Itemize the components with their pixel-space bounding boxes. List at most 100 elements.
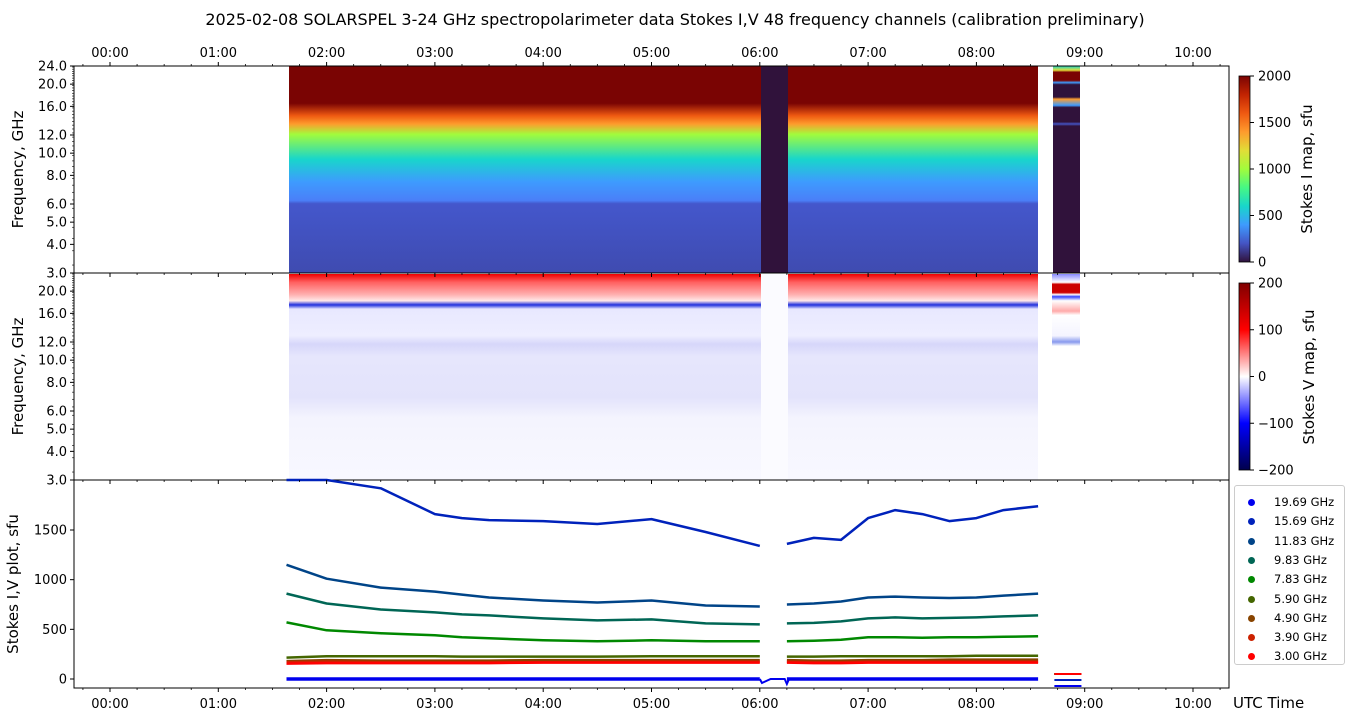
legend-item: 7.83 GHz [1235, 571, 1344, 590]
legend-marker-icon [1248, 595, 1255, 603]
legend-label: 4.90 GHz [1274, 610, 1327, 625]
x-tick-label-bottom: 02:00 [308, 697, 345, 712]
y-axis-label: Frequency, GHz [9, 110, 27, 228]
colorbar-label: Stokes I map, sfu [1298, 104, 1316, 233]
series-line [786, 592, 1039, 606]
y-tick-label: 16.0 [38, 100, 67, 115]
x-axis-label: UTC Time [1233, 694, 1305, 712]
legend-marker-icon [1248, 634, 1255, 642]
legend-item: 3.90 GHz [1235, 629, 1344, 648]
colorbar-tick-label: 1500 [1258, 116, 1291, 131]
x-tick-label-bottom: 04:00 [524, 697, 561, 712]
x-tick-label-bottom: 10:00 [1174, 697, 1211, 712]
legend-item: 3.00 GHz [1235, 648, 1344, 667]
legend-label: 3.90 GHz [1274, 630, 1327, 645]
colorbar-tick-label: 100 [1258, 323, 1283, 338]
colorbar-tick-label: 1000 [1258, 163, 1291, 178]
legend-marker-icon [1248, 614, 1255, 622]
y-tick-label: 6.0 [46, 198, 67, 213]
x-tick-label-top: 00:00 [91, 46, 128, 61]
y-tick-label: 5.0 [46, 423, 67, 438]
colorbar-tick-label: 2000 [1258, 70, 1291, 85]
series-line [286, 563, 760, 608]
legend-label: 9.83 GHz [1274, 552, 1327, 567]
series-line [286, 621, 760, 643]
series-line [786, 654, 1039, 658]
x-tick-label-top: 04:00 [524, 46, 561, 61]
stokes-i-colorbar [1238, 75, 1251, 263]
x-tick-label-bottom: 03:00 [416, 697, 453, 712]
y-axis-label: Frequency, GHz [9, 317, 27, 435]
series-line [786, 504, 1039, 546]
stokes-i-data-1 [289, 66, 761, 273]
series-line [786, 658, 1039, 662]
x-tick-label-top: 01:00 [200, 46, 237, 61]
x-tick-label-bottom: 09:00 [1066, 697, 1103, 712]
x-tick-label-top: 10:00 [1174, 46, 1211, 61]
legend-item: 9.83 GHz [1235, 552, 1344, 571]
y-tick-label: 16.0 [38, 307, 67, 322]
stokes-i-panel [73, 65, 1230, 274]
y-tick-label: 1000 [34, 573, 67, 588]
series-line [286, 661, 760, 665]
colorbar-tick-label: 0 [1258, 370, 1266, 385]
y-tick-label: 8.0 [46, 169, 67, 184]
stokes-v-colorbar [1238, 282, 1251, 471]
stokes-v-panel [73, 272, 1230, 481]
y-tick-label: 3.0 [46, 474, 67, 489]
legend-label: 3.00 GHz [1274, 649, 1327, 664]
y-tick-label: 0 [59, 673, 67, 688]
axes: 00:00 00:00 01:00 01:00 02:00 02:00 03:00 03:00… [4, 46, 1221, 712]
y-tick-label: 5.0 [46, 216, 67, 231]
legend-marker-icon [1248, 653, 1255, 661]
colorbar-tick-label: 500 [1258, 209, 1283, 224]
series-line [286, 478, 761, 548]
colorbar-tick-label: 0 [1258, 256, 1266, 271]
stokes-v-calibration-2 [1052, 274, 1080, 480]
series-line [786, 614, 1039, 625]
series-line [786, 635, 1039, 643]
legend-label: 15.69 GHz [1274, 514, 1335, 529]
y-tick-label: 3.0 [46, 267, 67, 282]
stokes-i-data-2 [788, 66, 1038, 273]
y-tick-label: 12.0 [38, 336, 67, 351]
legend: 19.69 GHz 15.69 GHz 11.83 GHz 9.83 GHz 7.83 … [1234, 485, 1345, 665]
x-tick-label-top: 07:00 [849, 46, 886, 61]
series-line [286, 654, 760, 659]
stokes-i-calibration-2 [1053, 66, 1080, 273]
x-tick-label-top: 06:00 [741, 46, 778, 61]
legend-label: 19.69 GHz [1274, 495, 1335, 509]
colorbar-tick-label: 200 [1258, 277, 1283, 292]
y-tick-label: 8.0 [46, 376, 67, 391]
legend-item: 15.69 GHz [1235, 513, 1344, 532]
y-tick-label: 4.0 [46, 238, 67, 253]
x-tick-label-bottom: 00:00 [91, 697, 128, 712]
colorbar-tick-label: −200 [1258, 464, 1294, 479]
legend-label: 7.83 GHz [1274, 572, 1327, 587]
x-tick-label-bottom: 06:00 [741, 697, 778, 712]
legend-label: 5.90 GHz [1274, 591, 1327, 606]
legend-marker-icon [1248, 556, 1255, 564]
series-line [786, 661, 1039, 665]
legend-marker-icon [1248, 499, 1255, 506]
legend-marker-icon [1248, 518, 1255, 526]
calibration-dip [758, 678, 790, 687]
legend-marker-icon [1248, 537, 1255, 545]
y-tick-label: 10.0 [38, 147, 67, 162]
x-tick-label-top: 03:00 [416, 46, 453, 61]
legend-item: 4.90 GHz [1235, 610, 1344, 629]
colorbar-label: Stokes V map, sfu [1300, 309, 1318, 444]
y-tick-label: 4.0 [46, 445, 67, 460]
x-tick-label-bottom: 01:00 [200, 697, 237, 712]
legend-marker-icon [1248, 576, 1255, 584]
legend-item: 5.90 GHz [1235, 591, 1344, 610]
y-tick-label: 24.0 [38, 60, 67, 75]
chart-title: 2025-02-08 SOLARSPEL 3-24 GHz spectropol… [205, 10, 1145, 29]
legend-label: 11.83 GHz [1274, 533, 1335, 548]
x-tick-label-bottom: 08:00 [958, 697, 995, 712]
stokes-v-data-2 [788, 274, 1038, 480]
stokes-line-panel [73, 478, 1230, 689]
series-line [286, 658, 760, 663]
x-tick-label-top: 09:00 [1066, 46, 1103, 61]
